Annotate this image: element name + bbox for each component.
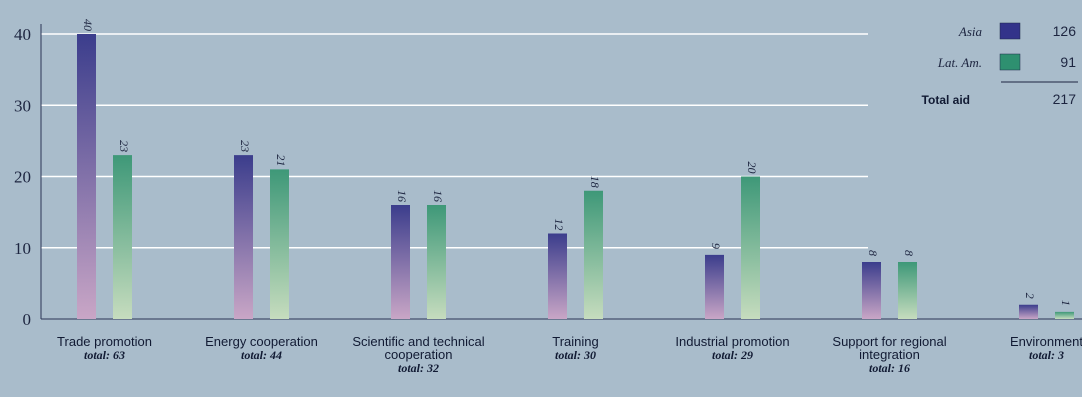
category-total: total: 3 [1029, 348, 1064, 362]
category-label: integration [859, 347, 920, 362]
legend-value: 126 [1053, 23, 1077, 39]
bar-value-label: 18 [588, 176, 602, 188]
legend-total-label: Total aid [922, 93, 970, 107]
bar-value-label: 20 [745, 162, 759, 174]
category-label: Energy cooperation [205, 334, 318, 349]
legend-value: 91 [1060, 54, 1076, 70]
bar-lat-am--5 [898, 262, 917, 319]
category-label: Industrial promotion [675, 334, 789, 349]
bar-value-label: 16 [395, 190, 409, 202]
legend-swatch [999, 53, 1021, 71]
bar-asia-0 [77, 34, 96, 319]
category-total: total: 63 [84, 348, 125, 362]
bar-lat-am--3 [584, 190, 603, 319]
category-total: total: 30 [555, 348, 596, 362]
bar-lat-am--4 [741, 176, 760, 319]
bar-asia-1 [234, 155, 253, 319]
bar-asia-5 [862, 262, 881, 319]
bar-lat-am--0 [113, 155, 132, 319]
y-tick-label: 20 [14, 168, 31, 187]
legend-name: Asia [958, 24, 983, 39]
bar-value-label: 12 [552, 219, 566, 231]
y-tick-label: 40 [14, 25, 31, 44]
bar-lat-am--2 [427, 205, 446, 319]
bar-value-label: 1 [1059, 300, 1073, 306]
bar-value-label: 8 [902, 250, 916, 256]
category-label: Scientific and technical [352, 334, 484, 349]
bar-value-label: 23 [238, 140, 252, 152]
bar-value-label: 9 [709, 243, 723, 249]
category-label: Environment [1010, 334, 1082, 349]
category-total: total: 32 [398, 361, 439, 375]
bar-value-label: 8 [866, 250, 880, 256]
bar-value-label: 40 [81, 19, 95, 31]
legend-total-value: 217 [1053, 91, 1077, 107]
category-total: total: 44 [241, 348, 282, 362]
bar-asia-3 [548, 233, 567, 319]
bar-asia-2 [391, 205, 410, 319]
bar-value-label: 2 [1023, 293, 1037, 299]
y-tick-label: 30 [14, 96, 31, 115]
y-tick-label: 0 [23, 310, 32, 329]
category-label: Training [552, 334, 598, 349]
bar-lat-am--6 [1055, 311, 1074, 319]
legend-swatch [999, 22, 1021, 40]
y-tick-label: 10 [14, 239, 31, 258]
bar-lat-am--1 [270, 169, 289, 319]
bar-asia-6 [1019, 304, 1038, 319]
category-label: Trade promotion [57, 334, 152, 349]
category-label: Support for regional [832, 334, 946, 349]
category-label: cooperation [385, 347, 453, 362]
category-total: total: 29 [712, 348, 753, 362]
bar-asia-4 [705, 254, 724, 319]
legend-name: Lat. Am. [937, 55, 982, 70]
bar-value-label: 23 [117, 140, 131, 152]
category-total: total: 16 [869, 361, 910, 375]
bar-value-label: 16 [431, 190, 445, 202]
bar-value-label: 21 [274, 154, 288, 166]
